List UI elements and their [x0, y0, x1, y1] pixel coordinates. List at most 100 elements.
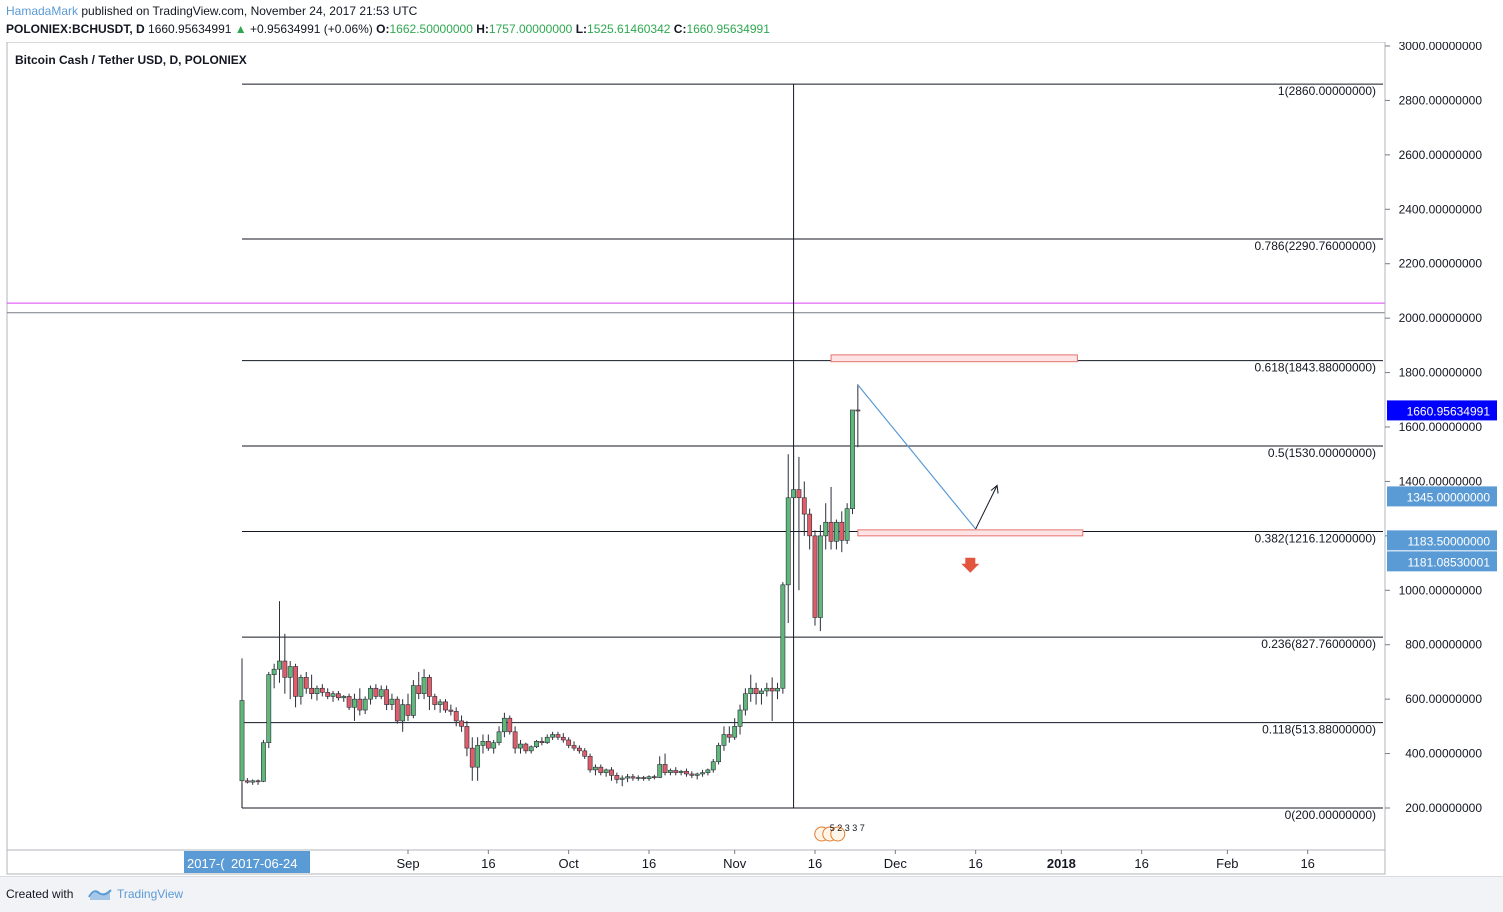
range-label-start: 2017-(	[187, 856, 225, 871]
candle-body	[801, 497, 807, 515]
candle	[250, 779, 256, 785]
candle-body	[373, 687, 379, 697]
fib-label-0.382: 0.382(1216.12000000)	[1255, 531, 1376, 545]
candle	[839, 511, 845, 553]
candle	[469, 737, 475, 781]
candles	[239, 384, 861, 787]
candle	[400, 699, 406, 732]
candle	[748, 674, 754, 702]
candle-body	[641, 777, 647, 779]
y-tick-label: 2400.00000000	[1399, 202, 1483, 216]
candle-body	[394, 698, 400, 722]
candle	[566, 737, 572, 749]
fib-label-0.618: 0.618(1843.88000000)	[1255, 361, 1376, 375]
change-value: +0.95634991 (+0.06%)	[250, 22, 373, 36]
candle-body	[362, 698, 368, 711]
candle-body	[748, 687, 754, 694]
candle-body	[560, 736, 566, 741]
candle	[443, 699, 448, 713]
candle	[641, 775, 647, 781]
candle	[544, 734, 550, 745]
fibonacci-retracement[interactable]: 1(2860.00000000) 0.786(2290.76000000) 0.61…	[241, 83, 1383, 822]
candle	[421, 669, 427, 700]
candle-body	[651, 776, 657, 779]
candle-body	[678, 770, 684, 773]
candle	[475, 737, 481, 781]
candle-body	[357, 698, 363, 711]
candle-body	[368, 687, 373, 700]
candle-body	[619, 777, 625, 780]
candle	[828, 486, 834, 550]
candle-body	[512, 731, 518, 749]
candle-body	[753, 687, 759, 694]
candle	[480, 734, 486, 754]
candle-body	[657, 764, 663, 778]
author-link[interactable]: HamadaMark	[6, 4, 79, 18]
candle-body	[807, 513, 813, 537]
close-value: 1660.95634991	[686, 22, 770, 36]
candle-body	[534, 741, 539, 748]
candle-body	[255, 780, 261, 783]
x-tick-label: Nov	[723, 856, 747, 871]
candle	[389, 693, 395, 711]
candle	[277, 601, 282, 683]
time-axis[interactable]: 2017-(2017-06-24 Sep 16 Oct 16 Nov 16 Dec 16 2018…	[6, 849, 1386, 875]
price-axis[interactable]: 3000.00000000 2800.00000000 2600.00000000 2…	[1384, 42, 1503, 850]
candle	[325, 688, 331, 700]
candle	[410, 680, 416, 719]
zones[interactable]	[830, 354, 1084, 537]
price-label: 1660.95634991	[1407, 404, 1491, 418]
candle-body	[341, 696, 347, 699]
range-label-end: 2017-06-24	[231, 856, 298, 871]
projection-arrow-head	[990, 484, 999, 494]
candle-body	[721, 734, 727, 746]
candlestick-chart[interactable]: Bitcoin Cash / Tether USD, D, POLONIEX 1…	[0, 42, 1503, 876]
candle-body	[844, 508, 850, 541]
tradingview-logo-icon	[88, 889, 112, 900]
candle-body	[598, 766, 604, 773]
candle-body	[780, 584, 786, 689]
x-tick-label: Oct	[559, 856, 580, 871]
chart-title: Bitcoin Cash / Tether USD, D, POLONIEX	[15, 53, 247, 67]
y-tick-label: 1000.00000000	[1399, 583, 1483, 597]
low-label: L:	[575, 22, 588, 36]
x-tick-label: Dec	[884, 856, 908, 871]
tradingview-link[interactable]: TradingView	[117, 887, 184, 901]
candle-body	[480, 741, 486, 746]
publication-line: HamadaMark published on TradingView.com,…	[6, 4, 417, 18]
candle-body	[855, 409, 861, 412]
y-tick-label: 2200.00000000	[1399, 257, 1483, 271]
candle-body	[378, 689, 384, 697]
candle-body	[705, 769, 711, 773]
projection-line-up	[975, 485, 998, 530]
candle	[700, 769, 705, 777]
candle	[753, 682, 759, 705]
candle-body	[405, 704, 411, 716]
projection[interactable]	[857, 384, 999, 573]
candle	[314, 685, 320, 701]
candle	[705, 768, 711, 776]
y-tick-label: 600.00000000	[1405, 692, 1482, 706]
candle	[496, 726, 502, 746]
created-with-text: Created with	[6, 887, 74, 901]
candle-body	[432, 696, 438, 705]
candle	[416, 671, 422, 700]
candle-body	[668, 770, 673, 773]
candle	[346, 693, 352, 711]
candle-body	[834, 521, 839, 542]
candle	[780, 582, 786, 694]
events[interactable]: 5 2 3 3 7	[814, 823, 865, 842]
candle-body	[593, 766, 598, 771]
ohlc-line: POLONIEX:BCHUSDT, D 1660.95634991 ▲ +0.9…	[6, 22, 770, 36]
y-tick-label: 800.00000000	[1405, 638, 1482, 652]
candle	[485, 734, 491, 751]
candle	[587, 753, 593, 773]
zone-rect-0	[830, 354, 1078, 363]
candle	[287, 661, 293, 700]
candle	[282, 633, 288, 694]
candle	[834, 519, 839, 550]
candle	[550, 731, 555, 740]
candle-body	[287, 666, 293, 678]
candle-body	[309, 687, 315, 694]
candle-body	[261, 742, 266, 782]
